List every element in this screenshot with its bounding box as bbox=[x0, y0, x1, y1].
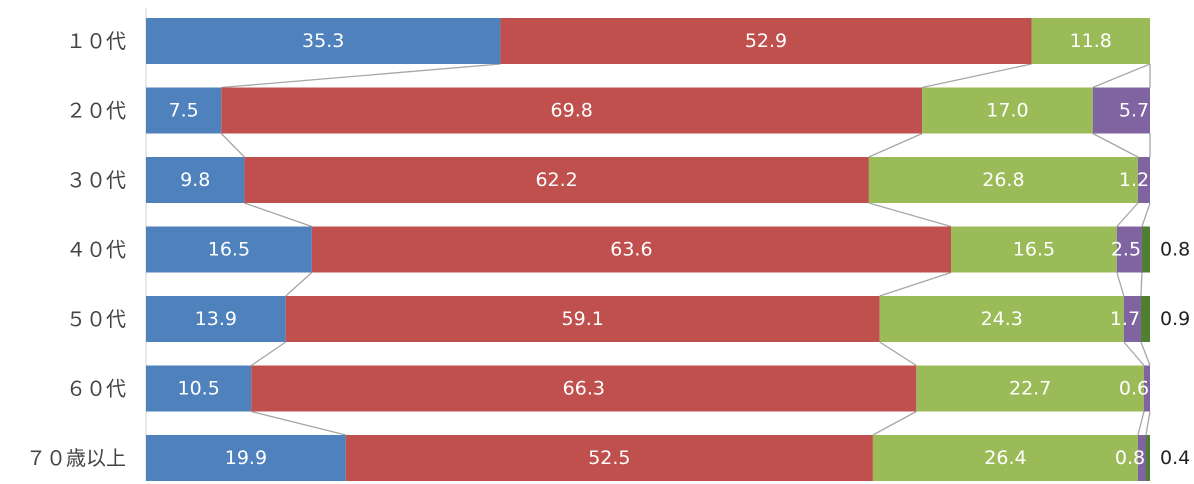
series-line bbox=[872, 410, 917, 436]
data-label: 35.3 bbox=[302, 30, 344, 52]
bars bbox=[146, 18, 1150, 481]
bar-segment bbox=[1143, 365, 1150, 412]
series-line bbox=[221, 63, 501, 89]
bar-segment bbox=[244, 157, 869, 203]
bar-segment bbox=[251, 365, 917, 412]
category-labels: １０代 ２０代 ３０代 ４０代 ５０代 ６０代 ７０歳以上 bbox=[26, 29, 126, 470]
series-line bbox=[1116, 272, 1125, 297]
category-label: １０代 bbox=[66, 29, 126, 53]
series-line bbox=[220, 133, 245, 158]
category-label: ３０代 bbox=[66, 168, 126, 192]
data-label: 17.0 bbox=[986, 100, 1028, 122]
series-line bbox=[1116, 202, 1139, 227]
bar-segment bbox=[916, 365, 1144, 412]
bar-segment bbox=[345, 435, 873, 481]
data-label: 0.9 bbox=[1160, 308, 1190, 330]
data-label: 0.6 bbox=[1119, 378, 1149, 400]
data-label: 69.8 bbox=[551, 100, 593, 122]
bar-segment bbox=[311, 226, 952, 273]
bar-segment bbox=[1141, 226, 1150, 273]
category-label: ６０代 bbox=[66, 377, 126, 401]
data-label: 26.8 bbox=[982, 169, 1024, 191]
series-line bbox=[1141, 202, 1151, 227]
bar-segment bbox=[1031, 18, 1150, 64]
series-line bbox=[868, 202, 952, 228]
bar-segment bbox=[951, 226, 1117, 273]
series-line bbox=[879, 271, 952, 297]
data-label: 16.5 bbox=[208, 239, 250, 261]
bar-segment bbox=[879, 296, 1124, 342]
category-label: ５０代 bbox=[66, 307, 126, 331]
series-line bbox=[1092, 63, 1151, 89]
series-line bbox=[1140, 341, 1151, 366]
data-label: 7.5 bbox=[169, 100, 199, 122]
data-label: 62.2 bbox=[535, 169, 577, 191]
series-line bbox=[868, 132, 923, 158]
bar-segment bbox=[922, 87, 1093, 134]
data-label: 26.4 bbox=[984, 447, 1026, 469]
bar-segment bbox=[221, 87, 923, 134]
bar-segment bbox=[1092, 87, 1150, 134]
bar-segment bbox=[146, 87, 222, 134]
series-line bbox=[1140, 272, 1143, 297]
category-label: ２０代 bbox=[66, 99, 126, 123]
data-label: 0.8 bbox=[1115, 447, 1145, 469]
data-label: 2.5 bbox=[1111, 239, 1141, 261]
data-label: 0.4 bbox=[1160, 447, 1190, 469]
bar-segment bbox=[872, 435, 1138, 481]
series-line bbox=[921, 63, 1032, 89]
series-line bbox=[285, 272, 313, 297]
bar-segment bbox=[146, 296, 286, 342]
series-line bbox=[250, 341, 287, 367]
data-label: 59.1 bbox=[562, 308, 604, 330]
series-line bbox=[879, 341, 917, 367]
series-line bbox=[1137, 411, 1145, 436]
bar-segment bbox=[285, 296, 880, 342]
bar-segment bbox=[1137, 435, 1146, 481]
data-label: 24.3 bbox=[981, 308, 1023, 330]
bar-segment bbox=[146, 157, 245, 203]
bar-segment bbox=[500, 18, 1032, 64]
data-label: 11.8 bbox=[1070, 30, 1112, 52]
data-label: 1.2 bbox=[1119, 169, 1149, 191]
bar-segment bbox=[146, 18, 501, 64]
bar-segment bbox=[1116, 226, 1142, 273]
series-line bbox=[244, 202, 313, 228]
data-label: 19.9 bbox=[225, 447, 267, 469]
data-label: 5.7 bbox=[1119, 100, 1149, 122]
data-label: 66.3 bbox=[563, 378, 605, 400]
bar-segment bbox=[1140, 296, 1150, 342]
data-labels: 35.3 52.9 11.8 7.5 69.8 17.0 5.7 9.8 62.2 26.8 1.2… bbox=[169, 30, 1191, 469]
bar-segment bbox=[868, 157, 1138, 203]
data-label: 9.8 bbox=[180, 169, 210, 191]
bar-segment bbox=[1123, 296, 1141, 342]
bar-segment bbox=[146, 226, 312, 273]
bar-segment bbox=[1145, 435, 1150, 481]
series-line bbox=[1145, 411, 1151, 436]
data-label: 63.6 bbox=[610, 239, 652, 261]
data-label: 13.9 bbox=[195, 308, 237, 330]
data-label: 52.5 bbox=[588, 447, 630, 469]
data-label: 1.7 bbox=[1110, 308, 1140, 330]
data-label: 52.9 bbox=[745, 30, 787, 52]
category-label: ７０歳以上 bbox=[26, 446, 126, 470]
bar-segment bbox=[146, 435, 346, 481]
data-label: 16.5 bbox=[1013, 239, 1055, 261]
bar-segment bbox=[1137, 157, 1150, 203]
series-lines bbox=[220, 63, 1151, 436]
data-label: 10.5 bbox=[178, 378, 220, 400]
bar-segment bbox=[146, 365, 252, 412]
category-label: ４０代 bbox=[66, 238, 126, 262]
series-line bbox=[1123, 341, 1145, 366]
data-label: 22.7 bbox=[1009, 378, 1051, 400]
series-line bbox=[251, 410, 346, 436]
data-label: 0.8 bbox=[1160, 239, 1190, 261]
series-line bbox=[1092, 132, 1139, 158]
